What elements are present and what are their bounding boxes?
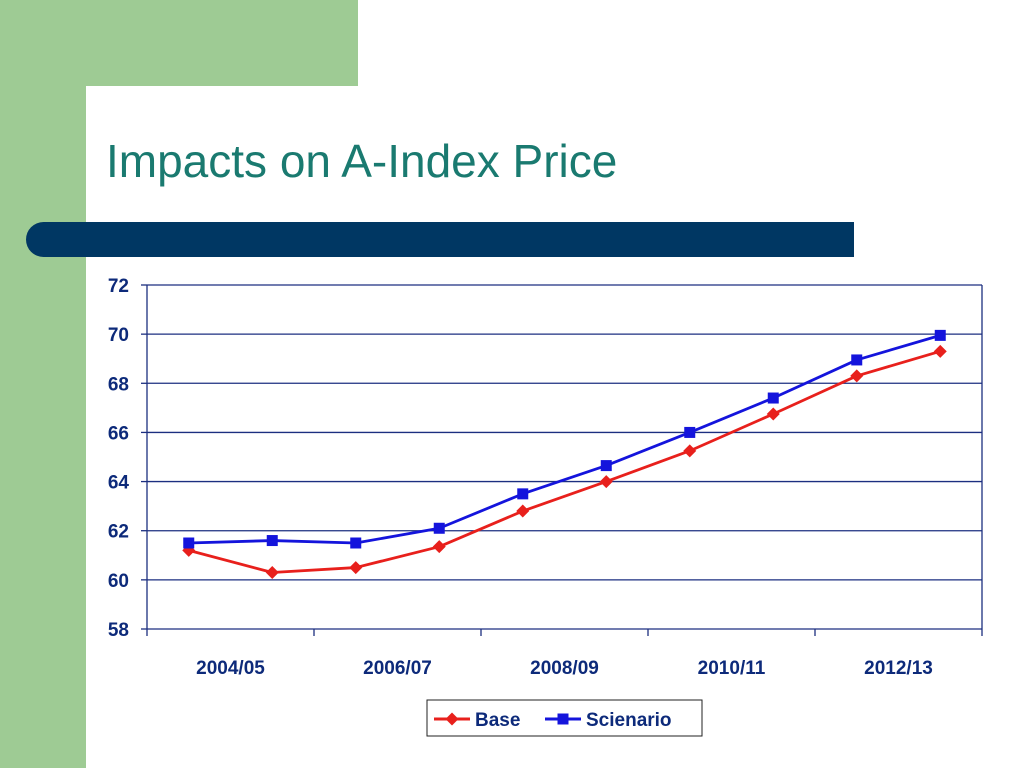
legend-label: Scienario [586,710,672,731]
data-point [851,354,863,366]
x-tick-label: 2004/05 [196,658,265,679]
accent-band-top [0,0,358,86]
legend-swatch-marker [557,713,569,725]
data-point [517,488,529,500]
x-tick-label: 2008/09 [530,658,599,679]
y-tick-label: 64 [108,473,130,494]
data-point [933,344,947,358]
series-base [182,344,947,579]
legend-swatch-marker [445,712,459,726]
data-point [433,522,445,534]
data-point [767,392,779,404]
data-point [934,329,946,341]
data-point [350,537,362,549]
y-tick-label: 60 [108,571,129,592]
data-point [516,504,530,518]
data-point [349,561,363,575]
legend-label: Base [475,710,520,731]
data-point [600,460,612,472]
data-point [266,535,278,547]
data-point [683,444,697,458]
data-point [850,369,864,383]
data-point [684,426,696,438]
y-tick-label: 68 [108,374,129,395]
data-point [432,540,446,554]
accent-band-left [0,0,86,768]
x-tick-label: 2006/07 [363,658,432,679]
data-point [265,565,279,579]
y-tick-label: 66 [108,423,129,444]
y-tick-label: 72 [108,276,129,297]
y-tick-label: 58 [108,620,129,641]
series-line [188,334,941,545]
series-scienario [183,329,946,549]
y-tick-label: 70 [108,325,129,346]
data-point [599,475,613,489]
legend: Base Scienario [426,699,703,737]
series-line [188,349,941,574]
x-tick-label: 2012/13 [864,658,933,679]
y-tick-label: 62 [108,522,129,543]
slide-title: Impacts on A-Index Price [106,135,618,187]
x-tick-label: 2010/11 [698,658,766,679]
title-underline-bar [26,222,854,257]
data-point [183,537,195,549]
data-point [766,407,780,421]
